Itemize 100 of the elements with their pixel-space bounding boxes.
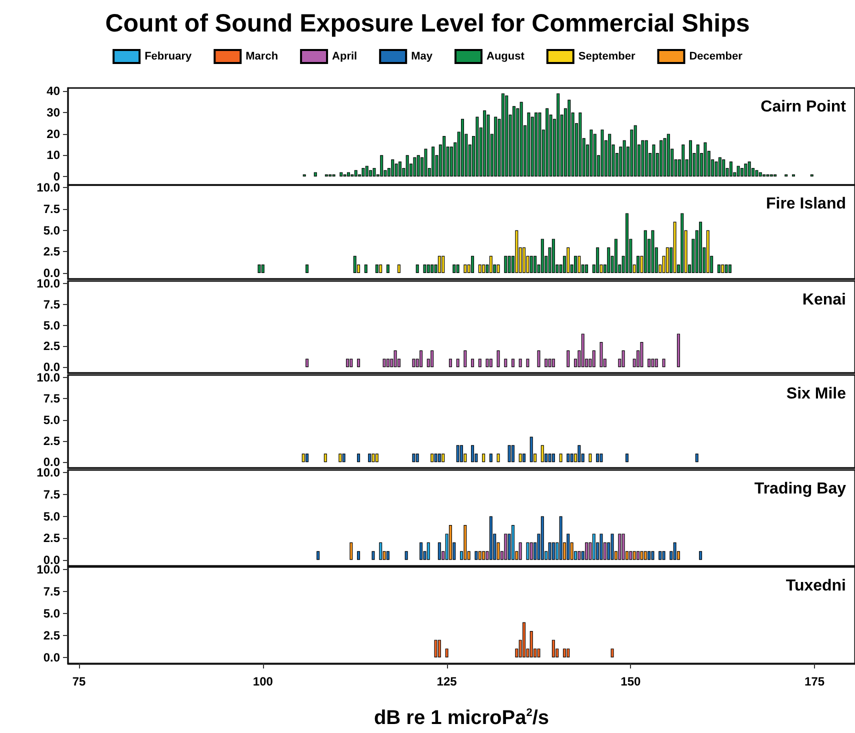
bar	[471, 256, 474, 274]
bar	[372, 168, 376, 176]
y-tick-label: 10.0	[36, 562, 60, 577]
bar	[607, 247, 610, 274]
bar	[505, 95, 508, 176]
y-tick-label: 30	[46, 106, 60, 120]
bar	[478, 358, 482, 368]
bar	[364, 264, 368, 274]
bar	[434, 454, 438, 462]
bar	[504, 534, 508, 560]
bar	[511, 524, 514, 560]
bar	[456, 358, 460, 368]
bar	[527, 112, 530, 176]
bar	[394, 164, 398, 176]
bar	[534, 256, 537, 274]
bar	[406, 155, 409, 176]
bar	[566, 534, 570, 560]
bar	[350, 542, 353, 560]
bar	[424, 148, 428, 176]
bar	[372, 454, 375, 462]
y-tick-label: 5.0	[43, 412, 60, 427]
bar	[258, 264, 261, 274]
x-tick-label: 125	[436, 674, 458, 688]
y-tick-label: 7.5	[43, 202, 60, 216]
bar	[512, 106, 516, 176]
bar	[538, 112, 542, 176]
bar	[540, 238, 544, 274]
bar	[718, 157, 722, 176]
bar	[261, 264, 264, 274]
bar	[471, 358, 474, 368]
bar	[489, 358, 492, 368]
bar	[445, 648, 448, 658]
bar	[504, 358, 508, 368]
bar	[651, 230, 654, 274]
bar	[482, 454, 486, 462]
bar	[522, 247, 526, 274]
bar	[420, 542, 423, 560]
bar	[648, 358, 651, 368]
bar	[474, 551, 478, 560]
bar	[552, 542, 555, 560]
bar	[534, 112, 538, 176]
bar	[625, 213, 628, 274]
bar	[578, 551, 581, 560]
bar	[552, 238, 555, 274]
bar	[496, 264, 500, 274]
bar	[666, 247, 669, 274]
bar	[640, 342, 644, 368]
text: Trading Bay	[754, 480, 846, 498]
bar	[704, 142, 707, 176]
bar	[544, 358, 548, 368]
bar	[673, 542, 676, 560]
bar	[600, 342, 603, 368]
legend-label: March	[246, 50, 278, 62]
bar	[426, 542, 430, 560]
bar	[682, 144, 685, 176]
bar	[404, 551, 408, 560]
bar	[306, 454, 309, 462]
bar	[357, 454, 360, 462]
bar	[369, 170, 372, 176]
bar	[357, 551, 360, 560]
bar	[438, 454, 441, 462]
bar	[662, 551, 666, 560]
bar	[354, 170, 358, 176]
bar	[448, 358, 452, 368]
bar	[566, 454, 570, 462]
y-tick-label: 7.5	[43, 392, 60, 406]
bar	[508, 445, 511, 462]
x-tick-label: 150	[620, 674, 641, 688]
y-tick-label: 5.0	[43, 606, 60, 620]
bar	[464, 524, 467, 560]
bar	[568, 100, 571, 176]
bar	[600, 454, 603, 462]
bar	[526, 358, 530, 368]
chart-title: Count of Sound Exposure Level for Commercial Ships	[105, 10, 750, 38]
legend-label: May	[411, 50, 434, 62]
y-tick-label: 40	[46, 84, 60, 98]
bar	[438, 256, 441, 274]
bar	[478, 551, 482, 560]
bar	[578, 256, 581, 274]
bar	[566, 247, 570, 274]
bar	[552, 454, 555, 462]
bar	[504, 256, 508, 274]
bar	[340, 172, 343, 176]
bar	[658, 551, 662, 560]
bar	[666, 134, 670, 176]
bar	[430, 350, 434, 368]
bar	[530, 116, 534, 176]
bar	[442, 454, 445, 462]
bar	[618, 534, 622, 560]
bar	[689, 140, 692, 176]
bar	[588, 454, 592, 462]
bar	[464, 264, 467, 274]
bar	[724, 264, 728, 274]
bar	[755, 170, 758, 176]
bar	[540, 516, 544, 560]
bar	[522, 622, 526, 658]
y-tick-label: 7.5	[43, 584, 60, 599]
x-tick-label: 175	[804, 674, 825, 688]
y-tick-label: 7.5	[43, 487, 60, 502]
bar	[515, 230, 518, 274]
